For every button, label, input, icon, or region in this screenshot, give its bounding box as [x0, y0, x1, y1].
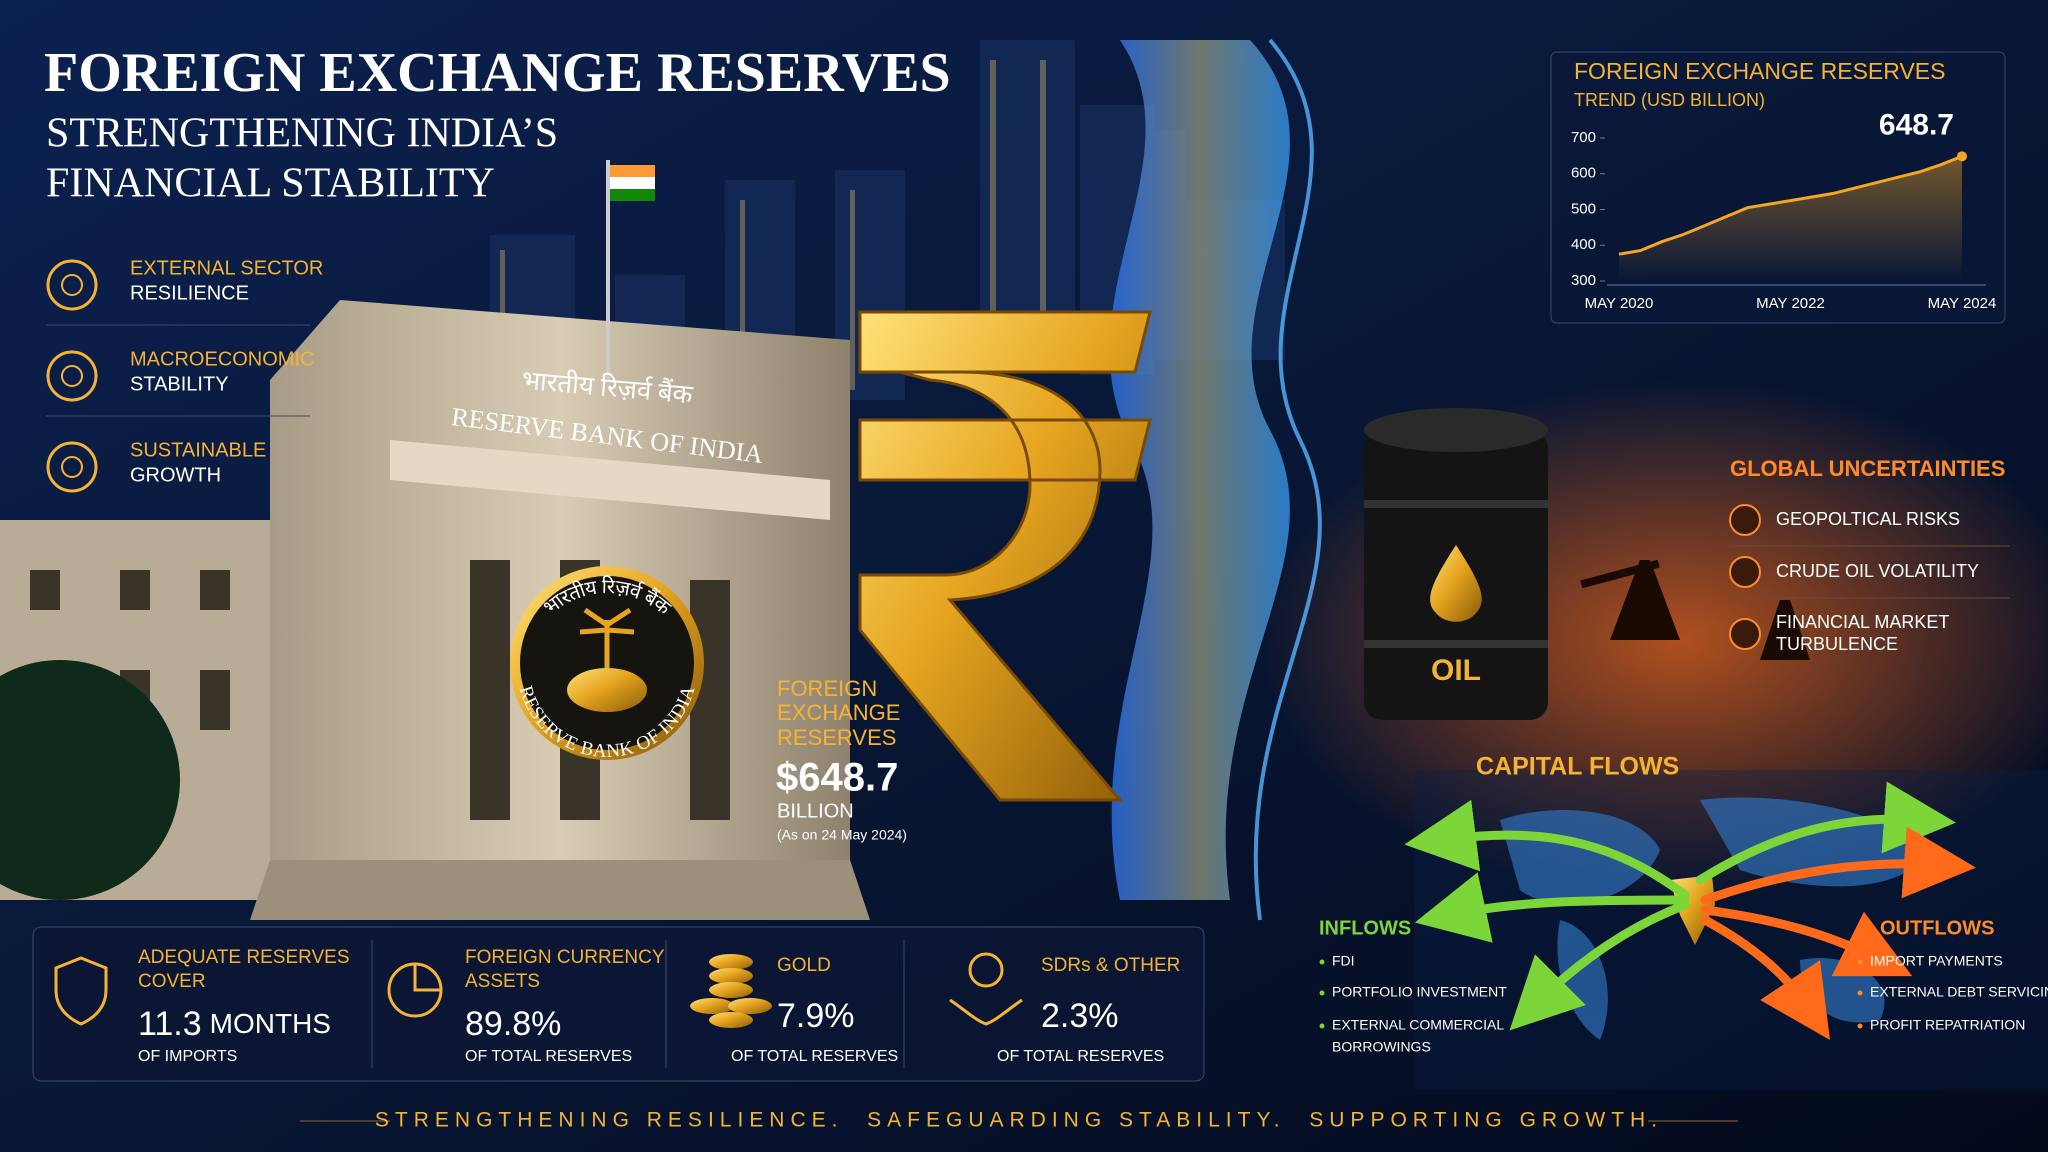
- stat-title: ASSETS: [465, 971, 540, 992]
- stat-caption: OF TOTAL RESERVES: [465, 1048, 632, 1065]
- end-value-label: 648.7: [1879, 108, 1954, 141]
- oil-label: OIL: [1431, 654, 1481, 687]
- stat-title: COVER: [138, 971, 206, 992]
- headline-label: RESERVES: [777, 725, 896, 750]
- stat-value: 2.3%: [1041, 997, 1119, 1035]
- flow-item: BORROWINGS: [1332, 1039, 1431, 1055]
- risk-icon: [1729, 618, 1761, 650]
- flow-bullet: [1319, 959, 1325, 965]
- currency-ribbon: [1109, 40, 1290, 900]
- flow-arrows: [1404, 781, 1976, 1040]
- risk-item: CRUDE OIL VOLATILITY: [1776, 561, 1979, 581]
- trend-end-point: [1957, 151, 1967, 162]
- stat-caption: OF TOTAL RESERVES: [997, 1048, 1164, 1065]
- capital-flows-title: CAPITAL FLOWS: [1476, 753, 1679, 781]
- seal-tiger: [567, 668, 647, 712]
- stats-panel: [32, 926, 1205, 1082]
- trend-area: [1619, 156, 1962, 281]
- stat-title: SDRs & OTHER: [1041, 955, 1180, 976]
- stat-unit: MONTHS: [210, 1008, 331, 1039]
- light-trail: [1253, 38, 1322, 921]
- flow-bullet: [1319, 990, 1325, 996]
- stat-value: 89.8%: [465, 1005, 561, 1043]
- flow-item: FDI: [1332, 953, 1355, 969]
- stat-number: 11.3: [138, 1005, 202, 1043]
- flow-item: PROFIT REPATRIATION: [1870, 1017, 2025, 1033]
- pillar-highlight: SUSTAINABLE: [130, 439, 266, 461]
- uncertainties-title: GLOBAL UNCERTAINTIES: [1730, 456, 2005, 481]
- stat-value: 11.3 MONTHS: [138, 1005, 331, 1043]
- oil-barrel: [1364, 408, 1548, 720]
- risk-icon: [1729, 504, 1761, 536]
- risk-item: GEOPOLTICAL RISKS: [1776, 509, 1960, 529]
- stat-title: GOLD: [777, 955, 831, 976]
- tagline: STRENGTHENING RESILIENCE. SAFEGUARDING S…: [375, 1109, 1663, 1132]
- pillar-icon: [46, 441, 98, 493]
- rupee-symbol: [858, 310, 1152, 802]
- pillar-text: RESILIENCE: [130, 282, 249, 304]
- stat-icons: [54, 952, 1023, 1026]
- outflows-title: OUTFLOWS: [1880, 917, 1994, 939]
- headline-date: (As on 24 May 2024): [777, 827, 907, 843]
- x-tick-label: MAY 2024: [1928, 295, 1997, 312]
- risk-icon: [1729, 556, 1761, 588]
- pillar-icon: [46, 259, 98, 311]
- stat-title: FOREIGN CURRENCY: [465, 947, 665, 968]
- stat-number: 7.9%: [777, 997, 855, 1035]
- pillar-icon: [46, 350, 98, 402]
- flow-bullet: [1857, 990, 1863, 996]
- y-tick-label: 300: [1571, 272, 1596, 289]
- flow-bullet: [1857, 959, 1863, 965]
- headline-unit: BILLION: [777, 800, 854, 822]
- risk-item: FINANCIAL MARKET: [1776, 612, 1949, 632]
- flow-item: PORTFOLIO INVESTMENT: [1332, 984, 1507, 1000]
- main-title: FOREIGN EXCHANGE RESERVES: [44, 42, 951, 104]
- pillar-text: STABILITY: [130, 373, 229, 395]
- trend-line: [1618, 154, 1963, 256]
- flow-bullet: [1319, 1023, 1325, 1029]
- flow-bullet: [1857, 1023, 1863, 1029]
- pillar-icon-inner: [61, 456, 83, 478]
- subtitle-line: FINANCIAL STABILITY: [46, 161, 495, 207]
- gold-coins: [690, 954, 772, 1028]
- x-tick-label: MAY 2022: [1756, 295, 1825, 312]
- stat-caption: OF IMPORTS: [138, 1048, 237, 1065]
- x-tick-label: MAY 2020: [1585, 295, 1654, 312]
- pillar-icon-inner: [61, 274, 83, 296]
- stat-number: 2.3%: [1041, 997, 1119, 1035]
- pillar-highlight: EXTERNAL SECTOR: [130, 257, 323, 279]
- stats-dividers: [371, 940, 905, 1068]
- inflows-title: INFLOWS: [1319, 917, 1411, 939]
- y-tick-label: 600: [1571, 165, 1596, 182]
- seal-palm: [579, 607, 635, 668]
- stat-title: ADEQUATE RESERVES: [138, 947, 350, 968]
- flow-item: EXTERNAL COMMERCIAL: [1332, 1017, 1504, 1033]
- oil-derricks: [1580, 559, 1810, 660]
- risk-item: TURBULENCE: [1776, 634, 1898, 654]
- headline-label: FOREIGN: [777, 676, 877, 701]
- chart-title: FOREIGN EXCHANGE RESERVES: [1574, 58, 1946, 84]
- stat-value: 7.9%: [777, 997, 855, 1035]
- trend-chart: FOREIGN EXCHANGE RESERVES TREND (USD BILL…: [1571, 58, 1996, 312]
- pillar-text: GROWTH: [130, 464, 221, 486]
- pillar-icon-inner: [61, 365, 83, 387]
- headline-label: EXCHANGE: [777, 700, 900, 725]
- y-tick-label: 500: [1571, 200, 1596, 217]
- subtitle-line: STRENGTHENING INDIA’S: [46, 111, 558, 157]
- flow-item: EXTERNAL DEBT SERVICING: [1870, 984, 2048, 1000]
- stat-number: 89.8%: [465, 1005, 561, 1043]
- flow-item: IMPORT PAYMENTS: [1870, 953, 2003, 969]
- y-tick-label: 700: [1571, 129, 1596, 146]
- headline-amount: $648.7: [776, 756, 898, 800]
- chart-subtitle: TREND (USD BILLION): [1574, 90, 1765, 110]
- stat-caption: OF TOTAL RESERVES: [731, 1048, 898, 1065]
- pillar-highlight: MACROECONOMIC: [130, 348, 314, 370]
- y-tick-label: 400: [1571, 236, 1596, 253]
